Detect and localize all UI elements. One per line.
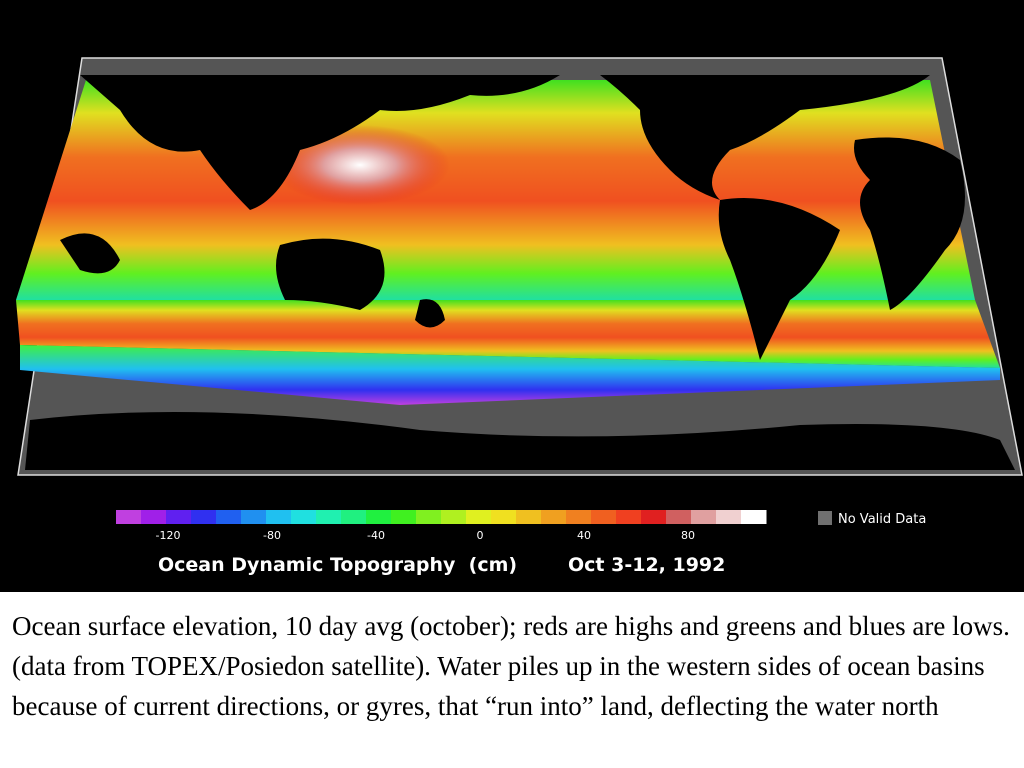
colorbar-segment	[691, 510, 717, 524]
colorbar-segment	[641, 510, 667, 524]
land	[80, 75, 560, 210]
colorbar-segment	[441, 510, 467, 524]
colorbar-segment	[166, 510, 192, 524]
colorbar-segment	[466, 510, 492, 524]
figure: -120 -80 -40 0 40 80 No Valid Data Ocean Dyna…	[0, 0, 1024, 592]
colorbar-segment	[341, 510, 367, 524]
figure-date: Oct 3-12, 1992	[568, 554, 725, 576]
colorbar-tick-label: -120	[156, 529, 181, 542]
colorbar-tick-label: 40	[577, 529, 591, 542]
figure-title: Ocean Dynamic Topography (cm)	[158, 554, 517, 576]
colorbar-segment	[391, 510, 417, 524]
colorbar-segment	[741, 510, 767, 524]
colorbar-segment	[566, 510, 592, 524]
colorbar-segment	[616, 510, 642, 524]
colorbar-tick-label: 80	[681, 529, 695, 542]
colorbar-segment	[241, 510, 267, 524]
colorbar-tick-label: 0	[477, 529, 484, 542]
colorbar-segment	[591, 510, 617, 524]
colorbar-segment	[291, 510, 317, 524]
colorbar-segment	[141, 510, 167, 524]
ocean-front	[20, 345, 1000, 405]
colorbar-segment	[191, 510, 217, 524]
colorbar-tick-label: -80	[263, 529, 281, 542]
colorbar-segment	[491, 510, 517, 524]
land	[60, 233, 120, 274]
no-data-swatch	[818, 511, 832, 525]
land	[854, 137, 965, 310]
land	[415, 299, 445, 328]
colorbar-segment	[216, 510, 242, 524]
colorbar-segment	[516, 510, 542, 524]
colorbar-segment	[366, 510, 392, 524]
colorbar-tick-label: -40	[367, 529, 385, 542]
colorbar-segment	[666, 510, 692, 524]
land	[600, 75, 930, 200]
colorbar-segment	[116, 510, 142, 524]
colorbar-segment	[416, 510, 442, 524]
colorbar: -120 -80 -40 0 40 80	[116, 510, 767, 542]
colorbar-segment	[541, 510, 567, 524]
land	[25, 412, 1015, 470]
land	[718, 198, 840, 360]
caption: Ocean surface elevation, 10 day avg (oct…	[12, 611, 1010, 721]
colorbar-segment	[316, 510, 342, 524]
land	[276, 238, 385, 310]
colorbar-segment	[266, 510, 292, 524]
no-data-label: No Valid Data	[838, 512, 926, 527]
colorbar-segment	[716, 510, 742, 524]
